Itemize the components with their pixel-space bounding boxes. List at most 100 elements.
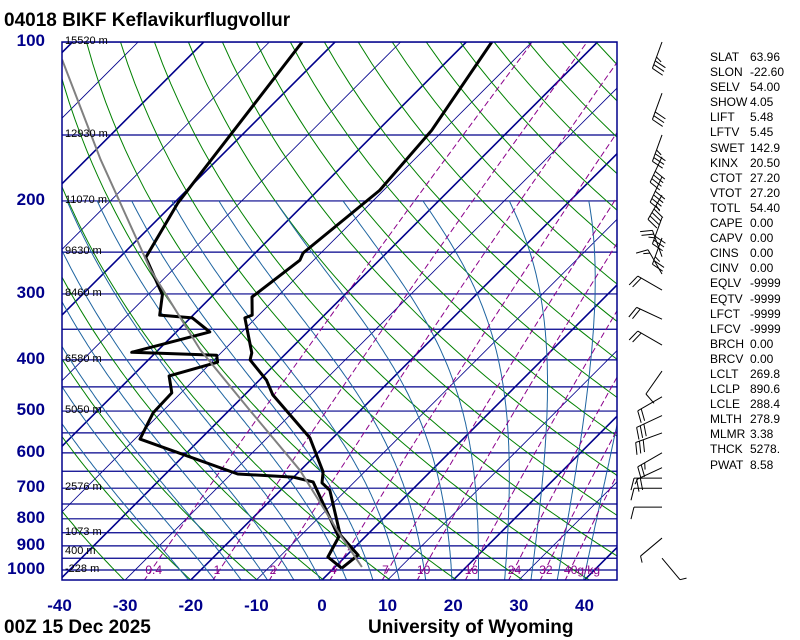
dry-adiabat-line	[153, 42, 617, 557]
height-label: 15520 m	[65, 35, 108, 47]
index-row: CTOT 27.20	[710, 171, 784, 186]
index-value: 278.9	[750, 412, 781, 427]
index-key: LCLE	[710, 397, 741, 412]
moist-adiabat-line	[556, 200, 596, 580]
institution-label: University of Wyoming	[368, 617, 574, 638]
index-value: 54.40	[750, 200, 781, 215]
index-key: LFCT	[710, 306, 740, 321]
wind-barb	[649, 156, 666, 191]
index-key: TOTL	[710, 200, 741, 215]
index-key: CINV	[710, 261, 739, 276]
mixing-ratio-label: 7	[382, 563, 389, 577]
index-value: 890.6	[750, 382, 781, 397]
dry-adiabat-line	[62, 276, 325, 580]
temperature-tick-label: 0	[317, 596, 327, 615]
dry-adiabat-line	[86, 42, 524, 580]
dry-adiabat-line	[120, 42, 591, 580]
temperature-tick-label: 30	[509, 596, 529, 615]
mixing-ratio-label: 16	[464, 563, 479, 577]
index-value: 20.50	[750, 155, 781, 170]
index-row: LFCT -9999	[710, 307, 784, 322]
pressure-tick-label: 500	[16, 400, 45, 420]
index-row: KINX 20.50	[710, 156, 784, 171]
wind-barb	[661, 557, 687, 581]
moist-adiabat-line	[62, 385, 216, 580]
isotherm-line	[62, 42, 599, 579]
pressure-tick-label: 200	[16, 189, 45, 209]
mixing-ratio-line	[564, 473, 617, 580]
mixing-ratio-label: 1	[213, 563, 221, 577]
index-key: LFCV	[710, 321, 741, 336]
pressure-tick-label: 400	[16, 348, 45, 368]
station-title: 04018 BIKF Keflavikurflugvollur	[4, 10, 291, 31]
height-label: 400 m	[65, 545, 96, 558]
mixing-ratio-label: 4	[330, 563, 337, 577]
index-row: LFCV -9999	[710, 322, 784, 337]
mixing-ratio-label: 2	[269, 563, 277, 577]
isotherm-line	[518, 481, 617, 580]
moist-adiabat-line	[66, 200, 321, 580]
height-label: 5050 m	[65, 404, 102, 417]
dry-adiabat-line	[255, 42, 617, 437]
isotherm-line	[452, 415, 617, 580]
isotherm-line	[62, 42, 533, 513]
index-row: PWAT 8.58	[710, 458, 784, 473]
index-value: 0.00	[750, 246, 774, 261]
moist-adiabat-line	[171, 200, 400, 580]
isotherm-line	[62, 42, 401, 382]
index-key: PWAT	[710, 457, 744, 472]
dry-adiabat-line	[62, 510, 125, 580]
pressure-tick-label: 800	[16, 507, 45, 527]
wind-barb	[651, 41, 666, 76]
index-value: -9999	[750, 276, 781, 291]
isotherm-line	[62, 42, 270, 250]
isotherm-line	[124, 87, 617, 580]
dry-adiabat-line	[187, 42, 617, 516]
index-key: THCK	[710, 442, 743, 457]
height-label: -228 m	[65, 563, 100, 575]
temperature-tick-label: 40	[575, 596, 594, 615]
mixing-ratio-line	[212, 42, 588, 580]
index-value: -9999	[750, 321, 781, 336]
index-key: MLMR	[710, 427, 746, 442]
index-row: LCLP 890.6	[710, 382, 784, 397]
height-label: 9630 m	[65, 245, 102, 258]
index-row: SLAT 63.96	[710, 50, 784, 65]
mixing-ratio-line	[329, 131, 617, 580]
wind-barb	[630, 477, 662, 491]
index-key: CAPE	[710, 216, 743, 231]
moist-adiabat-line	[62, 300, 269, 580]
temperature-tick-label: -20	[178, 596, 204, 615]
mixing-ratio-line	[508, 376, 617, 580]
dry-adiabat-line	[0, 42, 59, 581]
mixing-ratio-line	[381, 196, 617, 580]
isotherm-line	[62, 42, 205, 185]
pressure-tick-label: 900	[16, 534, 45, 554]
dry-adiabat-line	[62, 435, 192, 580]
index-value: 5.48	[750, 110, 774, 125]
moist-adiabat-line	[131, 200, 374, 580]
index-value: -22.60	[750, 65, 785, 80]
index-row: CAPV 0.00	[710, 231, 784, 246]
index-value: 3.38	[750, 427, 774, 442]
height-label: 11070 m	[65, 193, 107, 206]
index-key: CAPV	[710, 231, 743, 246]
height-label: 2576 m	[65, 481, 102, 494]
index-row: VTOT 27.20	[710, 186, 784, 201]
pressure-tick-label: 1000	[7, 559, 45, 578]
index-key: SWET	[710, 140, 745, 155]
moist-adiabat-line	[422, 200, 510, 580]
mixing-ratio-label: 24	[507, 563, 522, 577]
moist-adiabat-line	[218, 200, 427, 580]
index-value: 269.8	[750, 366, 781, 381]
isotherm-line	[320, 283, 617, 580]
dry-adiabat-line	[221, 42, 617, 476]
mixing-ratio-line	[268, 61, 617, 580]
dry-adiabat-line	[391, 42, 617, 285]
isotherm-line	[62, 42, 467, 448]
wind-barb	[640, 229, 663, 257]
height-label: 12930 m	[65, 127, 108, 140]
mixing-ratio-label: 10	[416, 563, 431, 577]
index-key: MLTH	[710, 412, 742, 427]
